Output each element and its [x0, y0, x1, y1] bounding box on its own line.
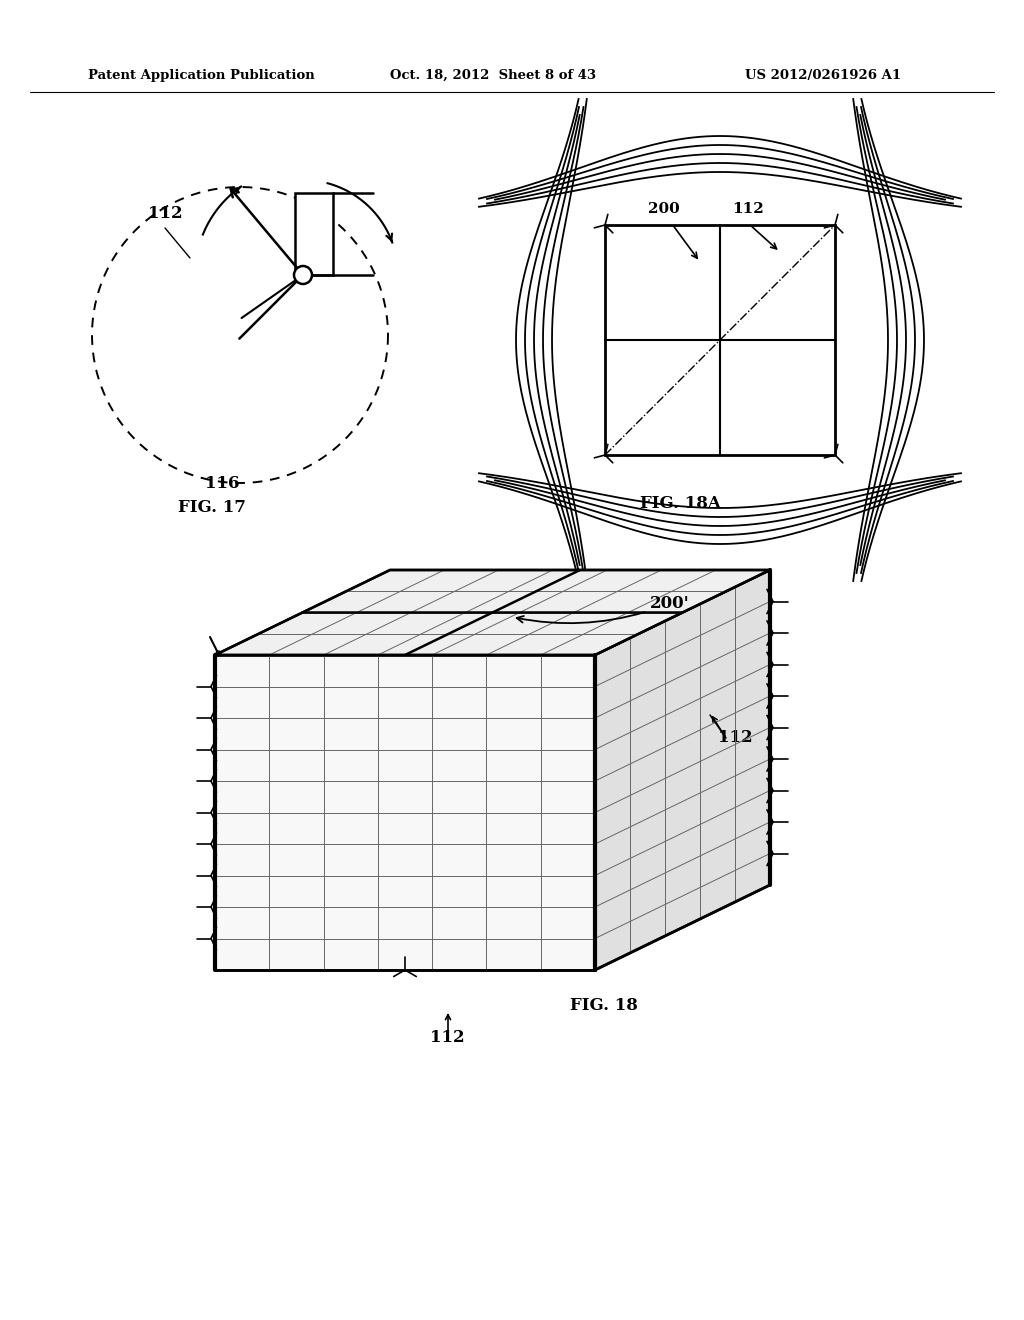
Text: 116: 116: [205, 475, 240, 492]
Text: 112: 112: [148, 205, 182, 222]
Text: FIG. 18A: FIG. 18A: [640, 495, 721, 512]
Circle shape: [294, 267, 312, 284]
Text: Oct. 18, 2012  Sheet 8 of 43: Oct. 18, 2012 Sheet 8 of 43: [390, 69, 596, 82]
Text: 112: 112: [718, 729, 753, 746]
Text: 200: 200: [648, 202, 680, 216]
Polygon shape: [295, 193, 333, 275]
Text: Patent Application Publication: Patent Application Publication: [88, 69, 314, 82]
Polygon shape: [215, 655, 595, 970]
Text: FIG. 17: FIG. 17: [178, 499, 246, 516]
Text: FIG. 18: FIG. 18: [570, 997, 638, 1014]
Text: US 2012/0261926 A1: US 2012/0261926 A1: [745, 69, 901, 82]
Polygon shape: [595, 570, 770, 970]
Polygon shape: [605, 224, 835, 455]
Text: 200': 200': [517, 595, 690, 623]
Text: 112: 112: [430, 1030, 465, 1045]
Polygon shape: [215, 570, 770, 655]
Text: 112: 112: [732, 202, 764, 216]
